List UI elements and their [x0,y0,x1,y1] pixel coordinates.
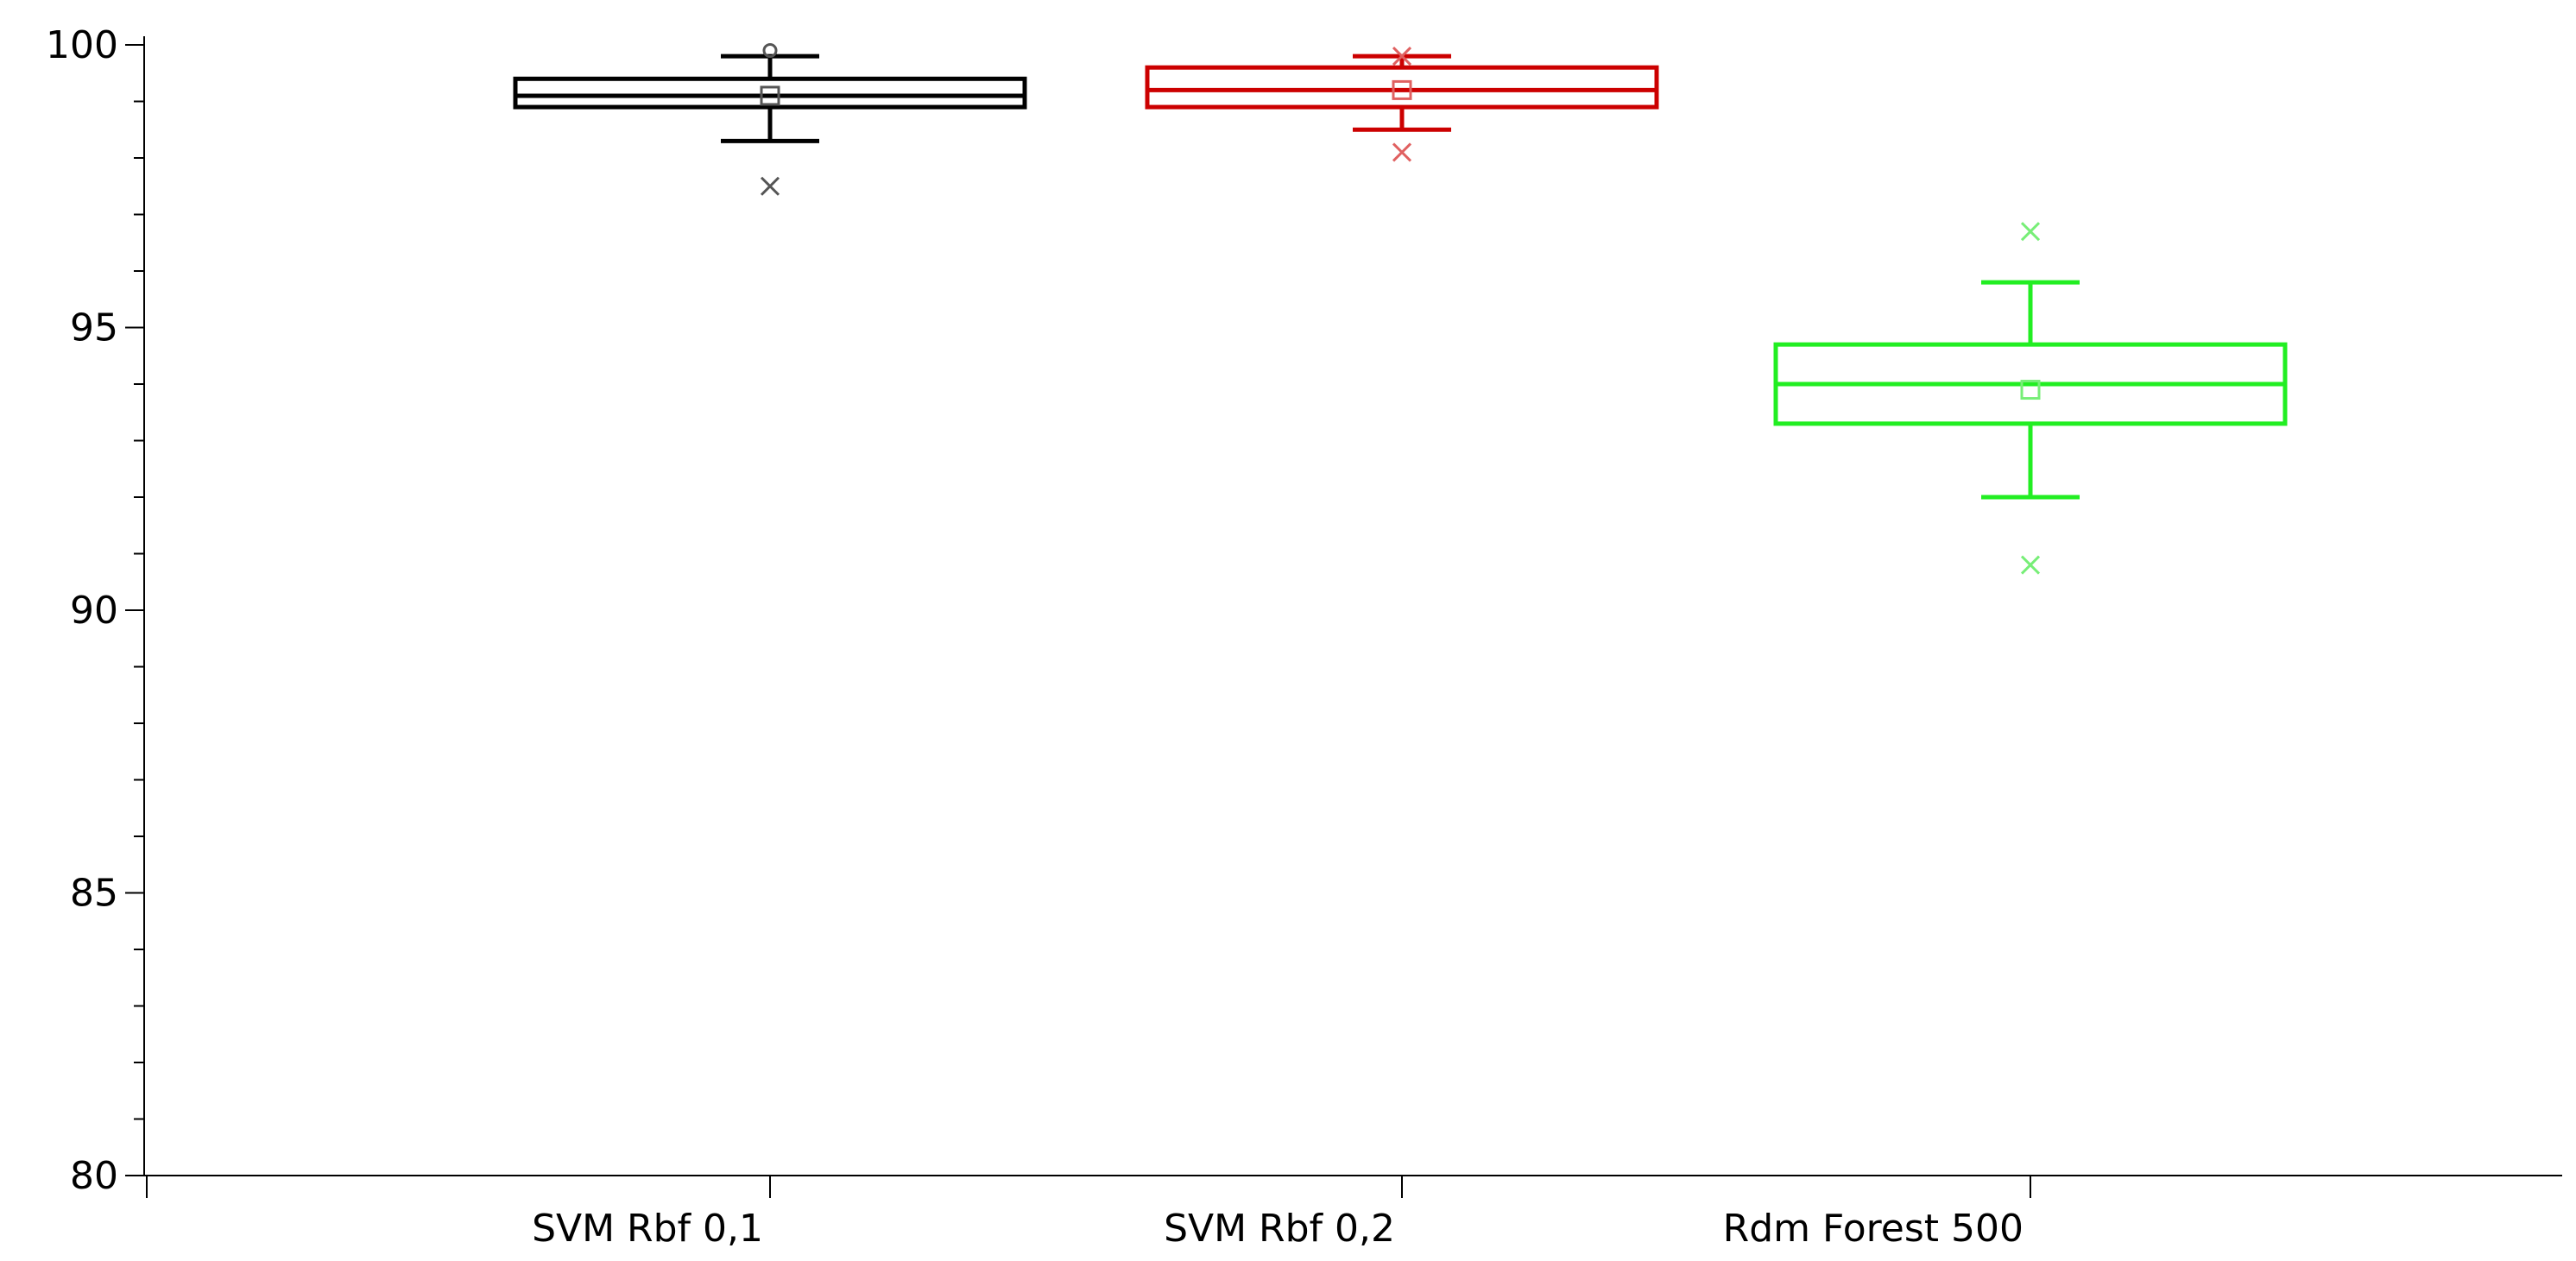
y-tick-label: 85 [70,872,118,916]
axes: 80 85 90 95 100 SVM Rbf 0,1 SVM Rbf 0,2 Rdm For… [46,23,2562,1251]
outlier-stroke [760,176,780,196]
mean-marker [760,85,780,106]
outlier-marker [760,176,780,196]
interquartile-box [513,76,1027,110]
box-2 [1145,47,1659,162]
x-category-label: SVM Rbf 0,2 [1164,1207,1395,1251]
outlier-stroke [1392,47,1412,66]
outlier-marker [1392,47,1412,66]
y-tick-label: 100 [46,23,118,67]
outlier-marker [1392,142,1412,162]
y-tick-label: 95 [70,306,118,350]
outlier-stroke [1392,142,1412,162]
box-series [513,43,2288,575]
outlier-marker [2020,555,2041,575]
box-1 [513,43,1027,196]
interquartile-box [1145,65,1659,110]
mean-marker [2020,380,2041,400]
x-category-label: Rdm Forest 500 [1723,1207,2024,1251]
mean-marker [1392,79,1412,100]
y-tick-label: 80 [70,1154,118,1198]
y-tick-label: 90 [70,589,118,633]
extreme-marker [762,43,778,59]
outlier-marker [2020,222,2041,242]
outlier-stroke [2020,222,2041,242]
x-category-label: SVM Rbf 0,1 [532,1207,763,1251]
outlier-stroke [2020,555,2041,575]
box-3 [1773,222,2288,575]
